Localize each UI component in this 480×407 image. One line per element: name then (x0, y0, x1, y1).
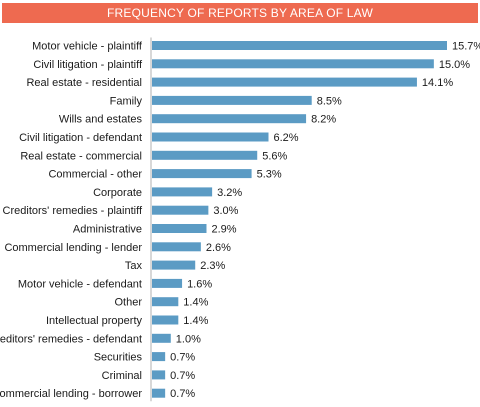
category-label: Commercial lending - borrower (0, 388, 142, 400)
bar (152, 77, 417, 87)
value-label: 14.1% (422, 77, 453, 89)
value-label: 1.4% (183, 315, 208, 327)
value-label: 15.7% (452, 41, 480, 53)
category-label: Civil litigation - defendant (19, 132, 142, 144)
bars-group (152, 41, 447, 398)
value-label: 3.2% (217, 187, 242, 199)
bar (152, 150, 258, 160)
bar (152, 41, 447, 50)
bar (152, 388, 166, 398)
category-label: Motor vehicle - plaintiff (32, 41, 143, 53)
value-label: 8.2% (311, 114, 336, 126)
category-label: Corporate (93, 187, 142, 199)
bar (152, 242, 201, 252)
category-label: Real estate - commercial (20, 150, 142, 162)
value-label: 2.9% (211, 224, 236, 236)
bar (152, 95, 312, 105)
value-label: 2.6% (206, 242, 231, 254)
value-label: 0.7% (170, 352, 195, 364)
bar (152, 205, 209, 215)
value-label: 5.3% (257, 169, 282, 181)
bar (152, 315, 179, 325)
value-labels-group: 15.7% 15.0% 14.1% 8.5% 8.2% 6.2% 5.6% 5.3% 3.2% 3… (170, 41, 480, 401)
bar (152, 114, 307, 124)
value-label: 15.0% (439, 59, 470, 71)
value-label: 1.0% (176, 333, 201, 345)
value-label: 5.6% (262, 150, 287, 162)
bar (152, 352, 166, 362)
value-label: 1.6% (187, 278, 212, 290)
bar (152, 278, 183, 288)
category-label: Creditors' remedies - defendant (0, 333, 142, 345)
category-label: Real estate - residential (26, 77, 142, 89)
value-label: 1.4% (183, 297, 208, 309)
value-label: 6.2% (273, 132, 298, 144)
value-label: 0.7% (170, 388, 195, 400)
bar (152, 333, 171, 343)
category-label: Intellectual property (46, 315, 142, 327)
category-label: Criminal (102, 370, 142, 382)
bar (152, 370, 166, 380)
bar (152, 169, 252, 179)
category-label: Civil litigation - plaintiff (33, 59, 143, 71)
bar (152, 297, 179, 307)
category-label: Creditors' remedies - plaintiff (3, 205, 143, 217)
category-label: Securities (94, 352, 143, 364)
category-labels-group: Motor vehicle - plaintiff Civil litigatio… (0, 41, 143, 401)
category-label: Commercial lending - lender (4, 242, 142, 254)
value-label: 2.3% (200, 260, 225, 272)
value-label: 8.5% (317, 95, 342, 107)
category-label: Commercial - other (48, 169, 142, 181)
bar (152, 187, 213, 197)
value-label: 3.0% (213, 205, 238, 217)
category-label: Motor vehicle - defendant (18, 278, 142, 290)
chart-title: FREQUENCY OF REPORTS BY AREA OF LAW (2, 3, 478, 23)
bar (152, 59, 434, 69)
value-label: 0.7% (170, 370, 195, 382)
category-label: Other (114, 297, 142, 309)
category-label: Tax (125, 260, 143, 272)
category-label: Family (110, 95, 143, 107)
bar (152, 224, 207, 233)
bar (152, 132, 269, 142)
category-label: Wills and estates (59, 114, 143, 126)
category-label: Administrative (73, 224, 142, 236)
bar (152, 260, 196, 270)
